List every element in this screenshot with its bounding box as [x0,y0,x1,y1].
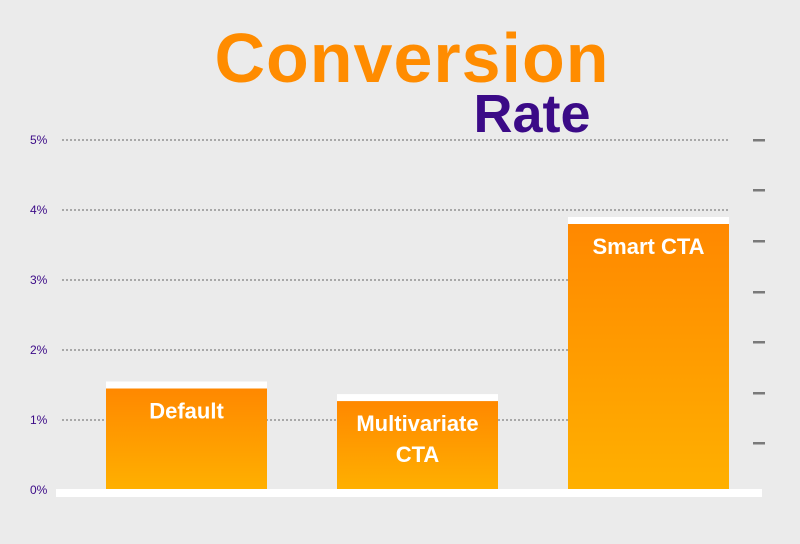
x-axis-baseline [56,489,762,497]
y-tick-label: 5% [30,133,48,147]
bar-cap [568,217,729,224]
right-tick-mark [753,240,765,243]
right-tick-mark [753,341,765,344]
y-tick-label: 0% [30,483,48,497]
bar-label: Default [149,399,224,424]
bar-label: CTA [396,442,440,467]
bar-cap [337,394,498,402]
right-tick-mark [753,442,765,445]
right-tick-mark [753,392,765,395]
right-tick-mark [753,139,765,142]
right-tick-mark [753,189,765,192]
bar [568,224,729,490]
bar-label: Multivariate [356,411,478,436]
right-tick-mark [753,291,765,294]
bar [106,388,267,490]
chart-title: Conversion [214,19,610,97]
bar [337,401,498,490]
y-tick-label: 2% [30,343,48,357]
y-tick-label: 4% [30,203,48,217]
chart-subtitle: Rate [473,84,591,144]
y-tick-label: 3% [30,273,48,287]
bar-cap [106,381,267,389]
y-tick-label: 1% [30,413,48,427]
bar-label: Smart CTA [592,234,704,259]
